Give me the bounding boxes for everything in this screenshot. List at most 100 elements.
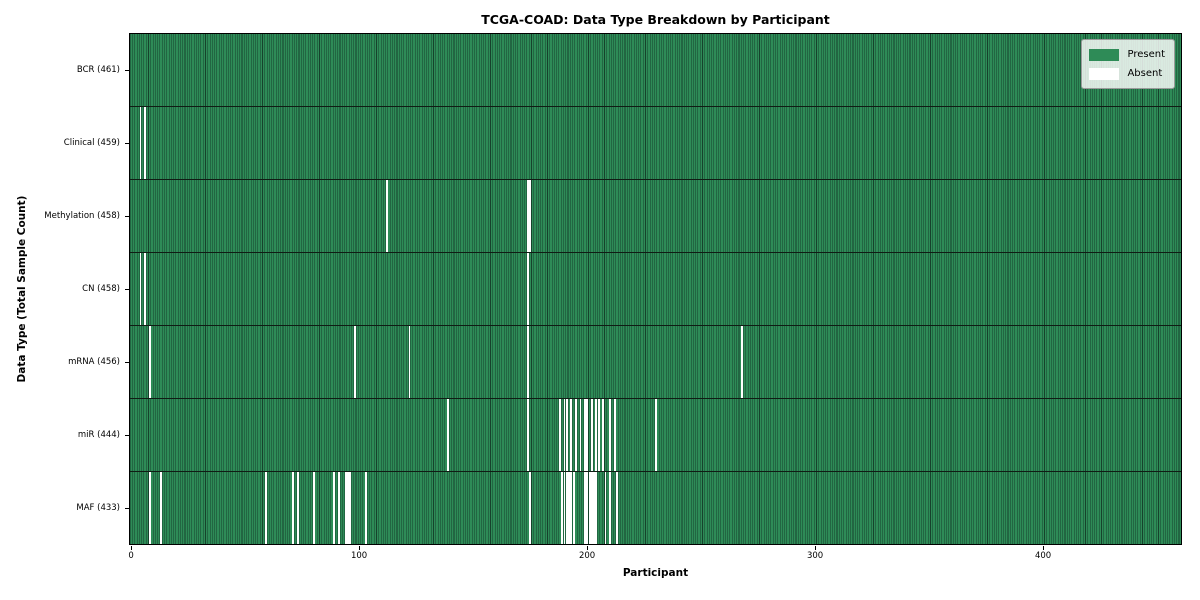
absence-marker	[590, 472, 593, 544]
absence-marker	[609, 472, 612, 544]
absence-marker	[593, 472, 596, 544]
y-tick-label-bcr: BCR (461)	[76, 65, 120, 75]
absence-marker	[529, 472, 532, 544]
y-tick-mark	[125, 435, 129, 436]
absence-marker	[527, 326, 529, 398]
heatmap-row-methylation	[130, 180, 1181, 253]
chart-title: TCGA-COAD: Data Type Breakdown by Partic…	[481, 12, 830, 27]
absence-marker	[144, 253, 146, 325]
legend-label-present: Present	[1127, 49, 1165, 60]
x-axis-title: Participant	[622, 567, 689, 579]
legend-label-absent: Absent	[1127, 68, 1163, 79]
absence-marker	[565, 472, 568, 544]
heatmap-row-clinical	[130, 107, 1181, 180]
absence-marker	[559, 399, 561, 471]
y-tick-mark	[125, 216, 129, 217]
absence-marker	[296, 472, 299, 544]
heatmap-row-mrna	[130, 326, 1181, 399]
absence-marker	[579, 399, 582, 471]
absence-marker	[597, 399, 600, 471]
x-tick-label-300: 300	[806, 551, 824, 561]
absence-marker	[584, 472, 586, 544]
absence-marker	[447, 399, 450, 471]
absence-marker	[527, 399, 529, 471]
absence-marker	[139, 253, 142, 325]
absence-marker	[385, 180, 388, 252]
heatmap-row-maf	[130, 472, 1181, 544]
absence-marker	[563, 472, 566, 544]
absence-marker	[529, 180, 532, 252]
absence-marker	[344, 472, 347, 544]
y-tick-label-maf: MAF (433)	[76, 503, 120, 513]
x-tick-mark	[815, 546, 817, 550]
absence-marker	[148, 326, 151, 398]
absence-marker	[590, 399, 593, 471]
y-tick-mark	[125, 362, 129, 363]
legend-swatch-absent	[1089, 67, 1120, 80]
x-tick-mark	[587, 546, 589, 550]
y-tick-mark	[125, 289, 129, 290]
absence-marker	[353, 326, 356, 398]
absence-marker	[586, 472, 589, 544]
x-tick-mark	[1043, 546, 1045, 550]
absence-marker	[616, 472, 618, 544]
y-tick-label-mir: miR (444)	[77, 430, 120, 440]
absence-marker	[264, 472, 267, 544]
absence-marker	[604, 472, 607, 544]
y-tick-mark	[125, 508, 129, 509]
absence-marker	[148, 472, 151, 544]
absence-marker	[139, 107, 142, 179]
absence-marker	[574, 399, 577, 471]
absence-marker	[565, 399, 568, 471]
absence-marker	[595, 472, 598, 544]
y-tick-label-clinical: Clinical (459)	[63, 138, 120, 148]
legend-item-present: Present	[1089, 45, 1165, 64]
absence-marker	[349, 472, 352, 544]
y-tick-label-cn: CN (458)	[82, 284, 120, 294]
plot-area: Present Absent	[129, 33, 1182, 545]
absence-marker	[654, 399, 657, 471]
legend-item-absent: Absent	[1089, 64, 1165, 83]
absence-marker	[563, 399, 566, 471]
x-tick-label-200: 200	[578, 551, 596, 561]
y-tick-label-methylation: Methylation (458)	[44, 211, 120, 221]
legend: Present Absent	[1081, 39, 1175, 89]
absence-marker	[527, 253, 529, 325]
absence-marker	[160, 472, 162, 544]
absence-marker	[588, 472, 591, 544]
absence-marker	[408, 326, 411, 398]
absence-marker	[570, 472, 573, 544]
absence-marker	[312, 472, 315, 544]
absence-marker	[572, 472, 575, 544]
absence-marker	[337, 472, 340, 544]
absence-marker	[568, 472, 570, 544]
absence-marker	[570, 399, 573, 471]
absence-marker	[613, 399, 616, 471]
heatmap-row-cn	[130, 253, 1181, 326]
absence-marker	[586, 399, 589, 471]
legend-swatch-present	[1089, 48, 1120, 61]
x-tick-mark	[131, 546, 133, 550]
absence-marker	[602, 399, 605, 471]
absence-marker	[584, 399, 586, 471]
absence-marker	[365, 472, 368, 544]
x-tick-label-400: 400	[1034, 551, 1052, 561]
heatmap-row-mir	[130, 399, 1181, 472]
absence-marker	[609, 399, 612, 471]
absence-marker	[144, 107, 146, 179]
x-tick-label-100: 100	[350, 551, 368, 561]
y-tick-mark	[125, 70, 129, 71]
absence-marker	[561, 472, 564, 544]
absence-marker	[741, 326, 744, 398]
y-tick-label-mrna: mRNA (456)	[68, 357, 120, 367]
x-tick-mark	[359, 546, 361, 550]
heatmap-row-bcr	[130, 34, 1181, 107]
absence-marker	[527, 180, 529, 252]
absence-marker	[333, 472, 336, 544]
absence-marker	[292, 472, 295, 544]
y-tick-mark	[125, 143, 129, 144]
absence-marker	[595, 399, 598, 471]
heatmap-rows	[130, 34, 1181, 544]
absence-marker	[346, 472, 349, 544]
